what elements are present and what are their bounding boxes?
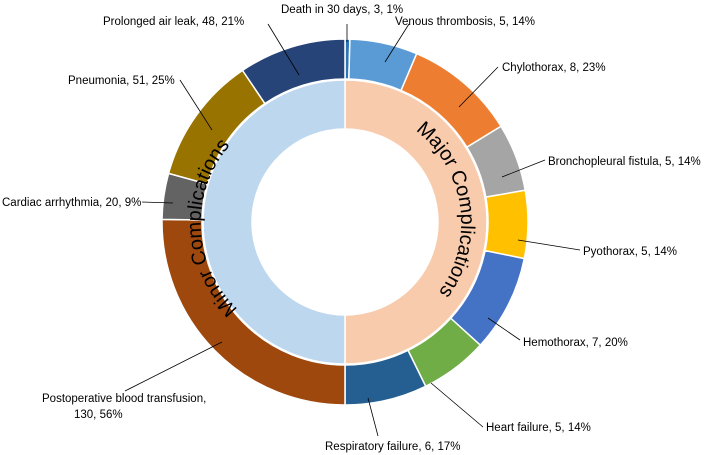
- leader-respiratory: [367, 397, 379, 437]
- leader-heart-failure: [430, 382, 484, 428]
- label-pyothorax: Pyothorax, 5, 14%: [583, 246, 677, 258]
- slice-prolonged-air-leak: [241, 38, 346, 105]
- leader-chylothorax: [458, 66, 499, 108]
- inner-slice-minor-complications: [202, 79, 346, 365]
- label-hemothorax: Hemothorax, 7, 20%: [523, 337, 628, 349]
- label-respiratory-failure: Respiratory failure, 6, 17%: [325, 441, 461, 453]
- leader-air-leak: [267, 23, 300, 76]
- leader-transfusion: [124, 341, 223, 392]
- label-postoperative-blood-transfusion: Postoperative blood transfusion,: [42, 393, 206, 405]
- leader-hemothorax: [487, 317, 521, 341]
- label-bronchopleural-fistula: Bronchopleural fistula, 5, 14%: [548, 156, 701, 168]
- leader-pyothorax: [517, 239, 581, 251]
- label-chylothorax: Chylothorax, 8, 23%: [502, 62, 606, 74]
- slice-labels: Death in 30 days, 3, 1% Venous thrombosi…: [2, 4, 701, 453]
- label-cardiac-arrhythmia: Cardiac arrhythmia, 20, 9%: [2, 197, 141, 209]
- label-prolonged-air-leak: Prolonged air leak, 48, 21%: [103, 16, 244, 28]
- label-venous-thrombosis: Venous thrombosis, 5, 14%: [395, 16, 535, 28]
- leader-arrhythmia: [141, 201, 174, 204]
- inner-ring: [202, 79, 488, 365]
- leader-fistula: [501, 159, 546, 178]
- inner-slice-major-complications: [344, 79, 488, 365]
- label-postoperative-blood-transfusion-line2: 130, 56%: [74, 409, 123, 421]
- leader-pneumonia: [179, 79, 213, 131]
- label-death-in-30-days: Death in 30 days, 3, 1%: [281, 4, 403, 16]
- slice-pyothorax: [484, 189, 529, 260]
- leader-venous: [384, 23, 410, 63]
- label-pneumonia: Pneumonia, 51, 25%: [68, 75, 175, 87]
- leader-lines: [124, 23, 581, 437]
- outer-ring: [161, 38, 529, 406]
- label-heart-failure: Heart failure, 5, 14%: [486, 422, 591, 434]
